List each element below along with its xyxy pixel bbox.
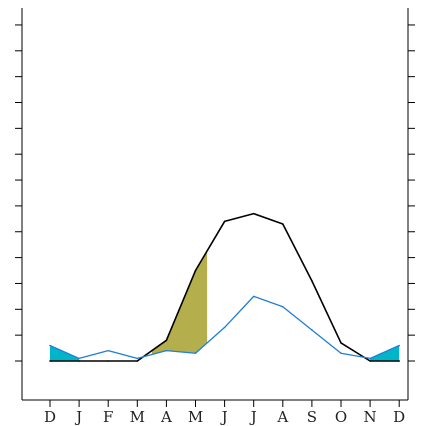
data-point	[136, 360, 139, 362]
data-point	[136, 357, 139, 360]
data-point	[194, 269, 197, 272]
x-tick-label: N	[364, 408, 377, 426]
shaded-regions	[50, 250, 400, 361]
data-point	[49, 344, 51, 347]
data-point	[78, 360, 80, 362]
x-tick-label: O	[335, 408, 347, 426]
axes	[15, 8, 415, 407]
data-point	[49, 360, 51, 362]
data-point	[165, 349, 168, 352]
x-tick-label: M	[130, 408, 145, 426]
data-point	[340, 342, 342, 344]
x-tick-label: D	[44, 408, 56, 426]
data-point	[369, 360, 371, 362]
x-tick-label: M	[188, 408, 203, 426]
x-tick-label: A	[276, 408, 288, 426]
data-point	[252, 212, 255, 215]
x-tick-label: A	[160, 408, 172, 426]
x-tick-label: D	[393, 408, 405, 426]
x-tick-label: F	[103, 408, 113, 426]
series-lines	[49, 212, 401, 362]
data-point	[165, 339, 168, 342]
data-point	[223, 220, 226, 223]
data-point	[223, 326, 226, 329]
x-tick-label: J	[249, 408, 257, 426]
data-point	[398, 344, 401, 347]
data-point	[282, 223, 284, 225]
data-point	[311, 329, 313, 331]
data-point	[340, 352, 342, 355]
data-point	[78, 357, 80, 360]
x-tick-label: J	[220, 408, 228, 426]
x-tick-label: J	[74, 408, 82, 426]
data-point	[194, 352, 197, 355]
data-point	[398, 360, 401, 362]
data-point	[107, 349, 109, 352]
series-line-0	[50, 212, 400, 362]
data-point	[252, 295, 255, 298]
data-point	[311, 280, 313, 282]
data-point	[369, 357, 371, 360]
x-tick-label: S	[307, 408, 317, 426]
data-point	[282, 305, 284, 308]
data-point	[107, 360, 109, 362]
